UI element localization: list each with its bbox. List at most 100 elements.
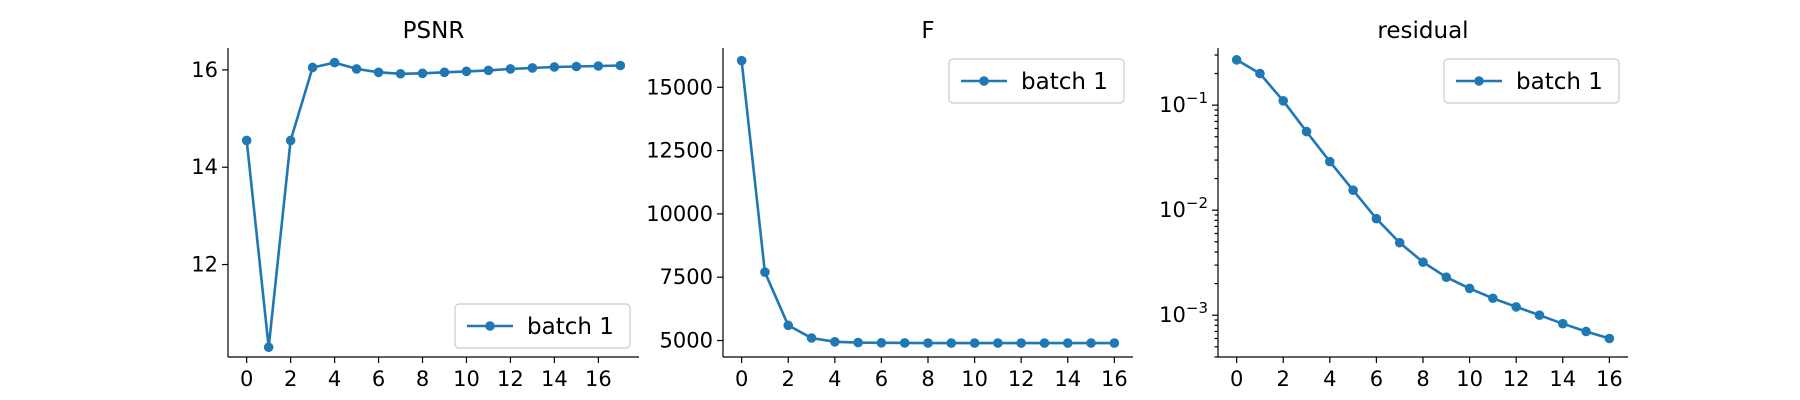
y-tick-label-exponent: −2 xyxy=(1186,194,1208,212)
x-tick-label: 6 xyxy=(1370,367,1383,391)
x-tick-label: 4 xyxy=(828,367,841,391)
chart-title: residual xyxy=(1377,18,1468,44)
data-point xyxy=(241,135,252,146)
data-point xyxy=(993,338,1003,348)
legend-box xyxy=(1443,58,1620,104)
legend-label: batch 1 xyxy=(527,314,614,340)
x-tick-label: 16 xyxy=(1101,367,1128,391)
data-point xyxy=(1325,156,1335,167)
x-tick-label: 0 xyxy=(240,367,253,391)
data-point xyxy=(263,342,274,353)
x-tick-label: 12 xyxy=(497,367,524,391)
x-tick-label: 12 xyxy=(1008,367,1035,391)
data-point xyxy=(395,68,406,79)
data-point xyxy=(1441,272,1452,283)
data-point xyxy=(760,267,770,277)
y-tick-label: 16 xyxy=(191,58,218,82)
data-point xyxy=(1301,126,1312,137)
data-point xyxy=(899,338,910,348)
y-tick-label: 14 xyxy=(191,155,218,179)
y-tick-label: 7500 xyxy=(660,265,713,289)
legend: batch 1 xyxy=(454,303,631,349)
data-point xyxy=(527,63,538,73)
x-tick-label: 16 xyxy=(585,367,612,391)
data-point xyxy=(1016,338,1026,348)
chart-panel-2: F 0 2 4 6 8 10 12 14 16 5000 7500 10000 12500 15000 bat… xyxy=(646,18,1133,391)
legend-marker-icon xyxy=(485,321,495,331)
chart-title: F xyxy=(921,18,934,44)
data-point xyxy=(1418,257,1428,267)
data-point xyxy=(417,68,428,79)
legend-marker-icon xyxy=(1474,76,1484,86)
data-point xyxy=(483,65,494,76)
y-tick-label-base: 10 xyxy=(1159,93,1186,117)
x-tick-label: 2 xyxy=(782,367,795,391)
y-tick-label: 10−3 xyxy=(1159,299,1208,327)
x-tick-label: 4 xyxy=(1323,367,1336,391)
x-tick-label: 0 xyxy=(1230,367,1243,391)
x-tick-label: 6 xyxy=(372,367,385,391)
data-point xyxy=(505,64,516,74)
y-tick-label: 10−2 xyxy=(1159,194,1208,222)
x-tick-label: 10 xyxy=(453,367,480,391)
legend-box xyxy=(454,303,631,349)
data-point xyxy=(329,57,340,68)
x-tick-label: 8 xyxy=(416,367,429,391)
data-point xyxy=(373,67,384,78)
y-tick-label-base: 10 xyxy=(1159,303,1186,327)
data-point xyxy=(1534,310,1545,321)
data-point xyxy=(1109,338,1120,348)
legend-label: batch 1 xyxy=(1021,69,1108,95)
data-point xyxy=(736,55,747,66)
y-tick-label: 12 xyxy=(191,253,218,277)
data-point xyxy=(1394,237,1405,248)
data-point xyxy=(1488,293,1498,304)
x-tick-label: 14 xyxy=(1054,367,1081,391)
data-point xyxy=(1086,338,1096,348)
x-tick-label: 4 xyxy=(328,367,341,391)
data-point xyxy=(806,333,817,343)
chart-title: PSNR xyxy=(403,18,465,44)
legend: batch 1 xyxy=(948,58,1125,104)
y-tick-label: 15000 xyxy=(646,75,713,99)
data-point xyxy=(923,338,933,348)
chart-panel-1: PSNR 0 2 4 6 8 10 12 14 16 12 14 16 batch 1 xyxy=(191,18,639,391)
y-tick-label: 5000 xyxy=(660,329,713,353)
data-point xyxy=(876,338,887,348)
data-point xyxy=(1371,213,1382,224)
x-tick-label: 6 xyxy=(875,367,888,391)
x-tick-label: 10 xyxy=(961,367,988,391)
data-point xyxy=(615,60,626,71)
y-tick-label-base: 10 xyxy=(1159,198,1186,222)
x-tick-label: 8 xyxy=(921,367,934,391)
x-tick-label: 2 xyxy=(1277,367,1290,391)
x-tick-label: 12 xyxy=(1503,367,1530,391)
x-tick-label: 10 xyxy=(1456,367,1483,391)
data-point xyxy=(1511,302,1521,312)
data-point xyxy=(1231,55,1242,65)
data-point xyxy=(946,338,957,348)
data-point xyxy=(1604,333,1615,344)
data-point xyxy=(1464,283,1475,294)
y-tick-label-exponent: −1 xyxy=(1186,89,1208,107)
data-point xyxy=(461,66,472,77)
x-tick-label: 0 xyxy=(735,367,748,391)
data-point xyxy=(351,64,362,74)
data-point xyxy=(285,135,296,146)
x-tick-label: 8 xyxy=(1416,367,1429,391)
data-point xyxy=(593,61,604,71)
data-point xyxy=(783,320,794,331)
data-point xyxy=(853,337,863,348)
x-tick-label: 14 xyxy=(541,367,568,391)
data-point xyxy=(1278,95,1289,106)
data-point xyxy=(1039,338,1050,348)
data-point xyxy=(549,62,560,72)
legend: batch 1 xyxy=(1443,58,1620,104)
legend-label: batch 1 xyxy=(1516,69,1603,95)
data-point xyxy=(969,338,980,348)
x-tick-label: 14 xyxy=(1549,367,1576,391)
y-tick-label-exponent: −3 xyxy=(1186,299,1208,317)
data-point xyxy=(439,67,450,78)
